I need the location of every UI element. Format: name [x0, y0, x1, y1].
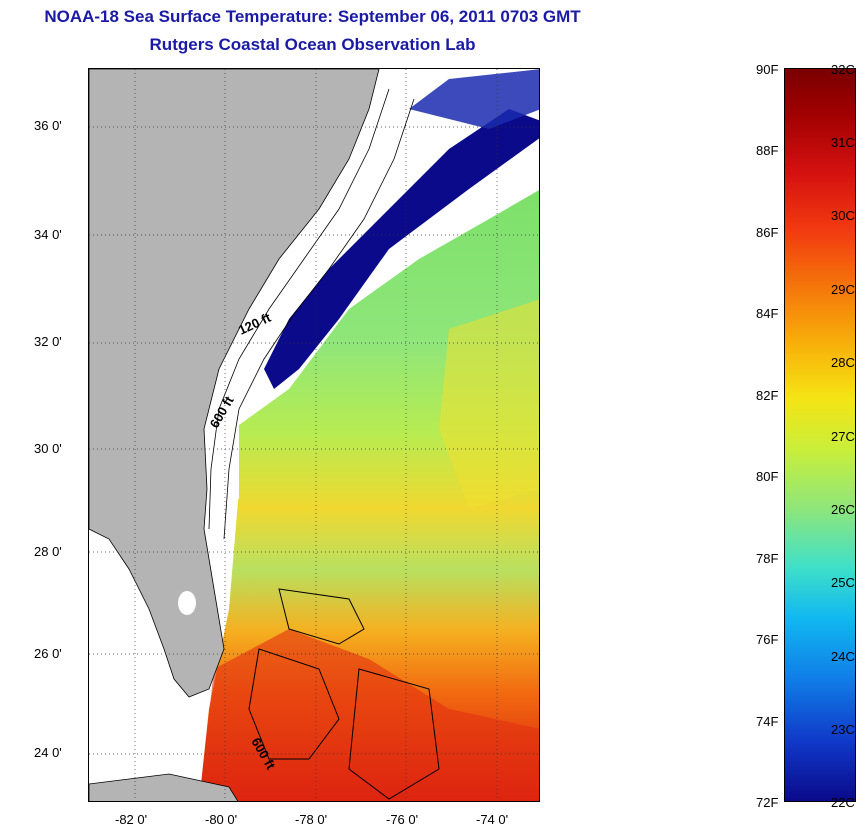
- colorbar-f-label: 84F: [756, 306, 779, 321]
- island: [98, 603, 110, 615]
- bahamas-shape: [248, 648, 340, 760]
- land-mass: [89, 69, 380, 698]
- colorbar-c-label: 22C: [831, 795, 855, 810]
- sst-map-canvas: 120 ft 600 ft 600 ft: [89, 69, 539, 801]
- bahamas-shape: [348, 668, 440, 800]
- colorbar-f-label: 78F: [756, 551, 779, 566]
- colorbar-f-label: 90F: [756, 62, 779, 77]
- colorbar-f-label: 88F: [756, 143, 779, 158]
- sst-hot-region: [199, 629, 539, 801]
- cold-shelf-band: [264, 109, 539, 389]
- colorbar-c-label: 29C: [831, 282, 855, 297]
- colorbar-f-label: 76F: [756, 632, 779, 647]
- colorbar-c-label: 25C: [831, 575, 855, 590]
- island: [178, 591, 196, 615]
- lon-label: -82 0': [115, 812, 148, 827]
- contour-600ft: [223, 98, 415, 540]
- colorbar-f-label: 80F: [756, 469, 779, 484]
- colorbar-c-label: 24C: [831, 649, 855, 664]
- map-title: NOAA-18 Sea Surface Temperature: Septemb…: [44, 7, 581, 26]
- graticule: [89, 69, 539, 801]
- temperature-colorbar: [784, 68, 856, 802]
- colorbar-c-label: 27C: [831, 429, 855, 444]
- lat-label: 32 0': [34, 334, 62, 349]
- colorbar-f-label: 72F: [756, 795, 779, 810]
- lat-label: 36 0': [34, 118, 62, 133]
- colorbar-c-label: 31C: [831, 135, 855, 150]
- cloud-mask: [214, 69, 409, 499]
- cold-patch: [409, 69, 539, 129]
- cuba-shape: [89, 773, 239, 801]
- lon-label: -74 0': [476, 812, 509, 827]
- colorbar-c-label: 30C: [831, 208, 855, 223]
- colorbar-f-label: 82F: [756, 388, 779, 403]
- lon-label: -76 0': [386, 812, 419, 827]
- sst-map[interactable]: 120 ft 600 ft 600 ft: [88, 68, 540, 802]
- sst-warm-band: [439, 299, 539, 509]
- lat-label: 30 0': [34, 441, 62, 456]
- lat-label: 24 0': [34, 745, 62, 760]
- colorbar-f-label: 86F: [756, 225, 779, 240]
- colorbar-c-label: 28C: [831, 355, 855, 370]
- lat-label: 34 0': [34, 227, 62, 242]
- colorbar-c-label: 23C: [831, 722, 855, 737]
- lon-label: -80 0': [205, 812, 238, 827]
- map-subtitle: Rutgers Coastal Ocean Observation Lab: [149, 35, 476, 54]
- bahamas-shape: [278, 588, 365, 645]
- colorbar-f-label: 74F: [756, 714, 779, 729]
- colorbar-c-label: 32C: [831, 62, 855, 77]
- lon-label: -78 0': [295, 812, 328, 827]
- lat-label: 26 0': [34, 646, 62, 661]
- colorbar-c-label: 26C: [831, 502, 855, 517]
- lat-label: 28 0': [34, 544, 62, 559]
